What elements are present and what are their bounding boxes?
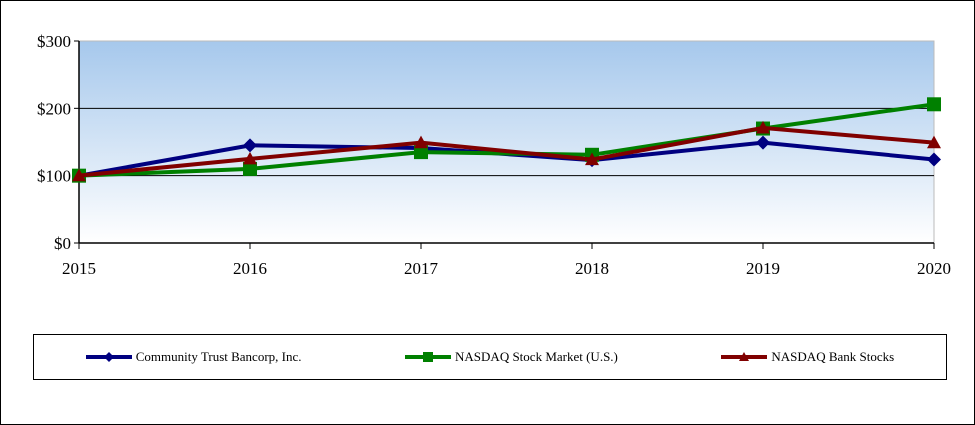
y-tick-label: $100	[37, 167, 71, 186]
legend-item: Community Trust Bancorp, Inc.	[85, 349, 302, 365]
triangle-marker	[243, 151, 257, 165]
triangle-marker	[414, 135, 428, 149]
triangle-marker	[72, 168, 86, 182]
x-tick-label: 2019	[746, 259, 780, 278]
y-tick-label: $200	[37, 99, 71, 118]
series-nasdaq-bank-stocks	[72, 120, 941, 182]
triangle-marker	[756, 120, 770, 134]
legend-item: NASDAQ Bank Stocks	[721, 349, 894, 365]
triangle-marker	[927, 135, 941, 149]
legend-item: NASDAQ Stock Market (U.S.)	[405, 349, 618, 365]
diamond-marker	[103, 352, 114, 362]
x-tick-label: 2018	[575, 259, 609, 278]
y-tick-label: $0	[54, 234, 71, 253]
legend-swatch	[85, 352, 132, 362]
series-line	[78, 125, 935, 178]
triangle-marker	[585, 152, 599, 166]
square-marker	[927, 97, 941, 112]
legend-swatch	[721, 352, 768, 361]
square-marker	[414, 145, 428, 160]
y-tick-label: $300	[37, 32, 71, 51]
x-tick-label: 2016	[233, 259, 267, 278]
line-chart: $0 $100 $200 $300 2015 2016 2017 2018 2019 2020	[37, 32, 951, 278]
legend: Community Trust Bancorp, Inc. NASDAQ Stoc…	[33, 334, 947, 380]
legend-swatch	[405, 352, 452, 362]
series-line	[78, 102, 935, 178]
legend-label: Community Trust Bancorp, Inc.	[135, 349, 302, 364]
triangle-marker	[739, 352, 750, 361]
diamond-marker	[927, 152, 941, 167]
legend-label: NASDAQ Bank Stocks	[771, 349, 895, 364]
diamond-marker	[243, 138, 257, 153]
diamond-marker	[756, 135, 770, 150]
x-tick-label: 2017	[404, 259, 439, 278]
x-tick-label: 2015	[62, 259, 96, 278]
square-marker	[423, 352, 434, 362]
legend-label: NASDAQ Stock Market (U.S.)	[455, 349, 618, 364]
x-tick-label: 2020	[917, 259, 951, 278]
plot-area	[78, 40, 935, 244]
square-marker	[243, 161, 257, 176]
